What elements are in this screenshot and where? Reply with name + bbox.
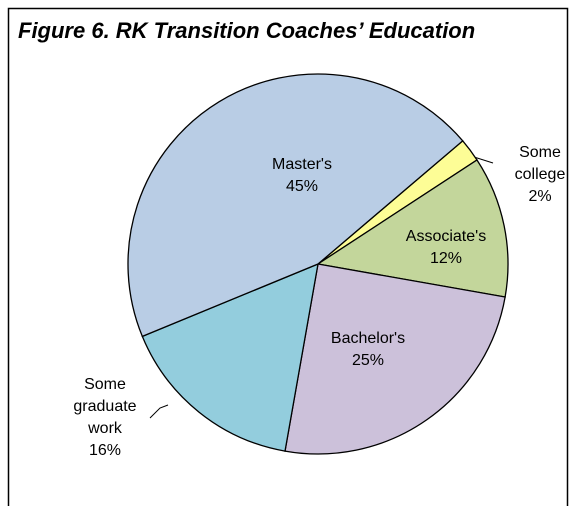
category-label: Bachelor's xyxy=(330,330,406,347)
pie-slice xyxy=(127,73,464,338)
slice-label: Some graduate work 16% xyxy=(70,374,140,462)
value-label: 16% xyxy=(88,442,122,459)
value-label: 12% xyxy=(429,250,463,267)
value-label: 25% xyxy=(351,352,385,369)
slice-label: Bachelor's 25% xyxy=(318,328,418,372)
category-label: Some college xyxy=(514,144,566,183)
pie-slice xyxy=(284,263,506,455)
category-label: Master's xyxy=(272,156,332,173)
leader-line xyxy=(149,404,169,419)
chart-title: Figure 6. RK Transition Coaches’ Educati… xyxy=(18,18,476,43)
value-label: 45% xyxy=(285,178,319,195)
category-label: Some graduate work xyxy=(73,376,137,437)
category-label: Associate's xyxy=(405,228,487,245)
pie-slice xyxy=(141,262,319,452)
leader-line xyxy=(473,156,494,164)
slice-label: Associate's 12% xyxy=(396,226,496,270)
value-label: 2% xyxy=(528,188,552,205)
slice-label: Some college 2% xyxy=(509,142,571,208)
frame xyxy=(7,7,569,506)
pie-slice xyxy=(316,159,509,298)
slice-label: Master's 45% xyxy=(252,154,352,198)
